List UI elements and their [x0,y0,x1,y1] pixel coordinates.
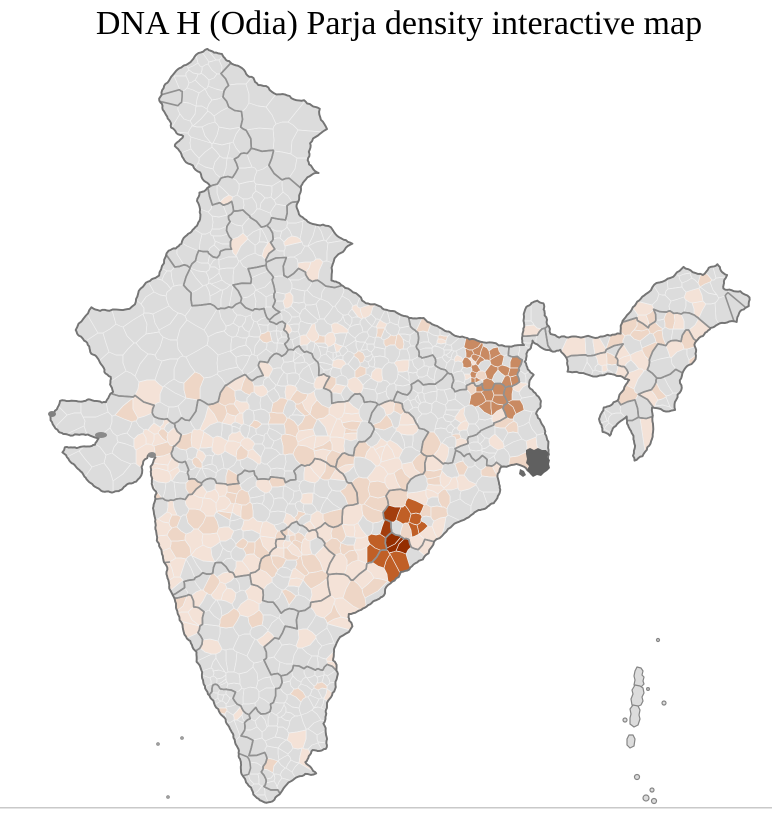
svg-text:DNA H (Odia) Parja density int: DNA H (Odia) Parja density interactive m… [96,5,702,42]
